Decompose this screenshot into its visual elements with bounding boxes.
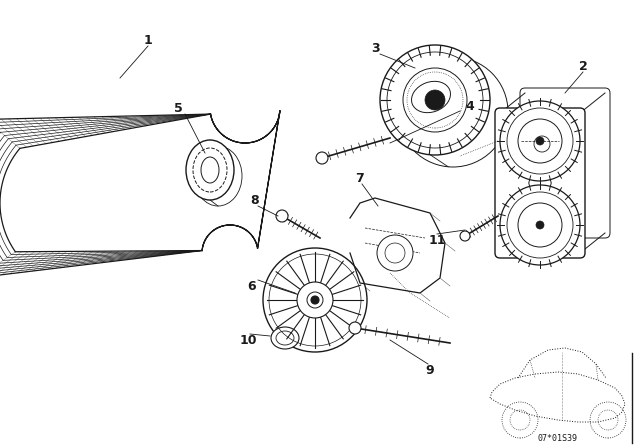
Circle shape xyxy=(536,137,544,145)
Circle shape xyxy=(500,101,580,181)
Ellipse shape xyxy=(193,148,227,192)
Circle shape xyxy=(536,221,544,229)
Circle shape xyxy=(349,322,361,334)
Circle shape xyxy=(460,231,470,241)
Circle shape xyxy=(377,235,413,271)
Text: 3: 3 xyxy=(371,42,380,55)
FancyBboxPatch shape xyxy=(495,108,585,258)
Circle shape xyxy=(380,45,490,155)
Circle shape xyxy=(518,119,562,163)
Circle shape xyxy=(276,210,288,222)
Text: 9: 9 xyxy=(426,363,435,376)
Ellipse shape xyxy=(186,140,234,200)
Circle shape xyxy=(307,292,323,308)
Text: 8: 8 xyxy=(251,194,259,207)
Text: 2: 2 xyxy=(579,60,588,73)
Text: 11: 11 xyxy=(428,233,445,246)
Text: 10: 10 xyxy=(239,333,257,346)
Circle shape xyxy=(518,203,562,247)
Text: 6: 6 xyxy=(248,280,256,293)
Circle shape xyxy=(311,296,319,304)
Polygon shape xyxy=(350,198,445,293)
Circle shape xyxy=(316,152,328,164)
Ellipse shape xyxy=(412,82,451,112)
Text: 7: 7 xyxy=(356,172,364,185)
Circle shape xyxy=(297,282,333,318)
Circle shape xyxy=(500,185,580,265)
Circle shape xyxy=(403,68,467,132)
Ellipse shape xyxy=(201,157,219,183)
Text: 1: 1 xyxy=(143,34,152,47)
Text: 4: 4 xyxy=(466,99,474,112)
Ellipse shape xyxy=(271,327,299,349)
Circle shape xyxy=(425,90,445,110)
Text: 07*01S39: 07*01S39 xyxy=(538,434,578,443)
Circle shape xyxy=(263,248,367,352)
Text: 5: 5 xyxy=(173,102,182,115)
